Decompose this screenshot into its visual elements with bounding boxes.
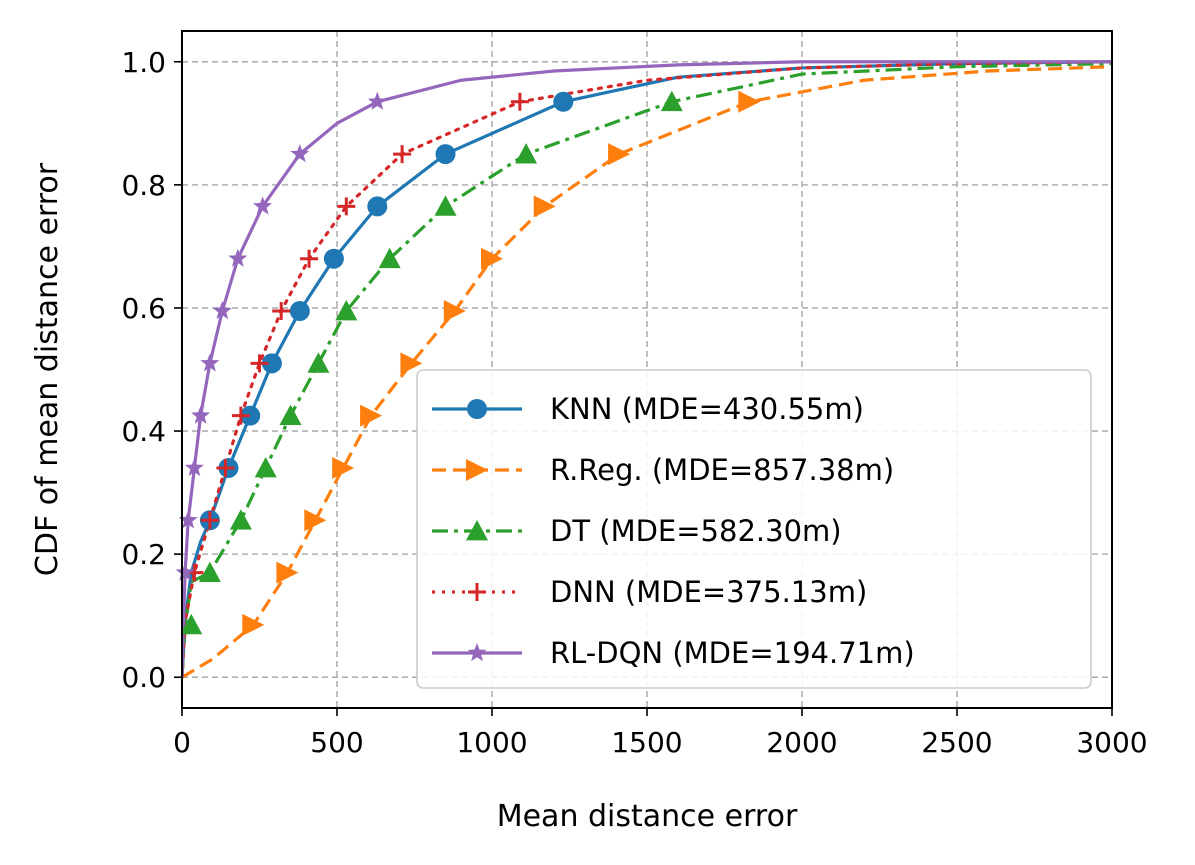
x-tick-label: 2000 [766,726,837,759]
data-point-rl-dqn [200,353,220,372]
data-point-dnn [300,249,319,268]
data-point-rl-dqn [191,405,211,424]
legend-label-dt: DT (MDE=582.30m) [550,514,842,548]
data-point-rl-dqn [178,510,198,529]
data-point-r-reg [400,352,423,375]
data-point-r-reg [608,143,631,166]
data-point-knn [553,91,574,112]
legend-marker-r-reg [466,459,488,481]
data-point-knn [435,144,456,165]
y-tick-label: 1.0 [121,46,166,79]
data-point-knn [289,301,310,322]
data-point-rl-dqn [212,301,232,320]
data-point-dt [229,509,252,530]
data-point-knn [367,196,388,217]
legend-label-r-reg: R.Reg. (MDE=857.38m) [550,453,894,487]
y-tick-label: 0.8 [121,169,166,202]
data-point-dt [279,404,302,426]
data-point-knn [261,353,282,374]
data-point-rl-dqn [290,144,310,163]
x-tick-label: 2500 [921,726,992,759]
data-point-dnn [337,197,356,216]
data-point-r-reg [276,561,299,584]
y-tick-label: 0.6 [121,292,166,325]
data-point-dnn [510,92,529,111]
data-point-dnn [200,511,219,530]
data-point-r-reg [738,90,761,113]
x-axis-label: Mean distance error [497,799,798,834]
data-point-rl-dqn [175,562,195,581]
data-point-dt [434,195,457,216]
legend-marker-dt [466,520,488,541]
y-tick-label: 0.0 [121,661,166,694]
data-point-rl-dqn [367,91,387,110]
x-axis-ticks: 0 500 1000 1500 2000 2500 3000 [173,708,1148,759]
data-point-dt [307,352,330,373]
legend-label-knn: KNN (MDE=430.55m) [550,392,864,426]
legend-label-dnn: DNN (MDE=375.13m) [550,575,867,609]
data-point-r-reg [304,509,327,532]
data-point-dt [660,90,683,112]
x-tick-label: 1500 [611,726,682,759]
x-tick-label: 3000 [1076,726,1147,759]
data-point-r-reg [242,613,265,636]
data-point-r-reg [332,456,355,479]
data-point-dt [254,456,277,478]
data-point-dt [515,143,538,164]
data-point-r-reg [481,247,503,270]
y-tick-label: 0.2 [121,538,166,571]
data-point-r-reg [360,404,383,427]
data-point-dnn [216,458,235,477]
data-point-dt [180,613,203,635]
data-point-dnn [272,302,291,321]
data-point-knn [240,405,261,426]
legend-box [416,369,1092,689]
legend-marker-rl-dqn [467,643,487,662]
data-point-rl-dqn [184,457,204,477]
series-line-r-reg [182,65,1112,679]
data-point-dt [198,561,221,582]
marker-layer [175,90,761,636]
data-point-dt [378,247,401,269]
y-axis-label: CDF of mean distance error [30,162,65,576]
y-tick-label: 0.4 [121,415,166,448]
data-point-rl-dqn [253,196,273,215]
series-line-dnn [182,60,1112,679]
x-tick-label: 500 [310,726,363,759]
legend-label-rl-dqn: RL-DQN (MDE=194.71m) [550,636,915,670]
x-tick-label: 1000 [456,726,527,759]
data-point-dt [335,300,358,321]
data-point-dnn [250,354,269,373]
legend-marker-dnn [468,583,486,601]
data-point-dnn [231,406,250,425]
legend-marker-knn [467,399,487,419]
x-tick-label: 0 [173,726,191,759]
data-point-knn [323,248,344,269]
legend: KNN (MDE=430.55m) R.Reg. (MDE=857.38m) DT … [416,369,1092,689]
y-axis-ticks: 0.0 0.2 0.4 0.6 0.8 1.0 [121,46,182,694]
data-point-r-reg [443,300,466,323]
data-point-dnn [393,145,412,164]
series-line-dt [182,62,1112,678]
data-point-r-reg [533,195,556,218]
data-point-rl-dqn [228,248,248,267]
